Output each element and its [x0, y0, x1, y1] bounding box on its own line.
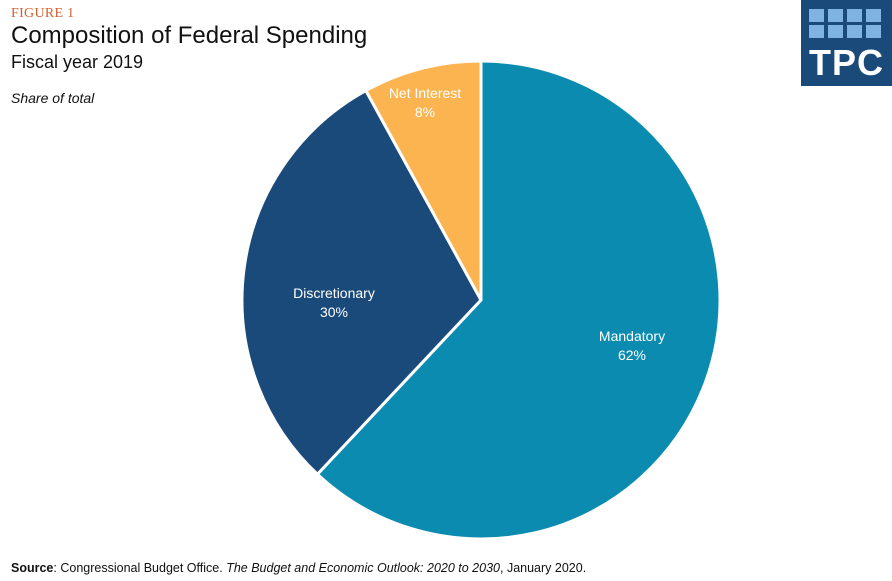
logo-cell — [828, 25, 843, 38]
pie-slice-discretionary — [240, 89, 483, 476]
chart-subtitle: Fiscal year 2019 — [11, 52, 144, 72]
logo-cell — [866, 9, 881, 22]
logo-text: TPC — [809, 42, 884, 83]
chart-title: Composition of Federal Spending — [11, 22, 368, 49]
pie-slice-mandatory — [315, 59, 722, 541]
tpc-logo: TPC — [801, 0, 892, 86]
figure-label: FIGURE 1 — [11, 6, 75, 21]
logo-cell — [847, 9, 862, 22]
logo-cell — [809, 25, 824, 38]
slice-value-net-interest: 8% — [415, 104, 435, 120]
logo-cell — [866, 25, 881, 38]
source-text-after: , January 2020. — [500, 561, 587, 575]
slice-label-net-interest: Net Interest — [389, 85, 461, 101]
slice-label-mandatory: Mandatory — [599, 328, 665, 344]
logo-cell — [809, 9, 824, 22]
slice-value-discretionary: 30% — [320, 304, 348, 320]
source-note: Source: Congressional Budget Office. The… — [11, 561, 586, 575]
slice-label-discretionary: Discretionary — [293, 285, 375, 301]
source-prefix: Source — [11, 561, 54, 575]
slice-value-mandatory: 62% — [618, 347, 646, 363]
source-text-before: : Congressional Budget Office. — [53, 561, 227, 575]
unit-label: Share of total — [11, 90, 95, 106]
source-publication: The Budget and Economic Outlook: 2020 to… — [226, 561, 500, 575]
logo-cell — [828, 9, 843, 22]
logo-cell — [847, 25, 862, 38]
pie-slice-net-interest — [364, 59, 483, 302]
